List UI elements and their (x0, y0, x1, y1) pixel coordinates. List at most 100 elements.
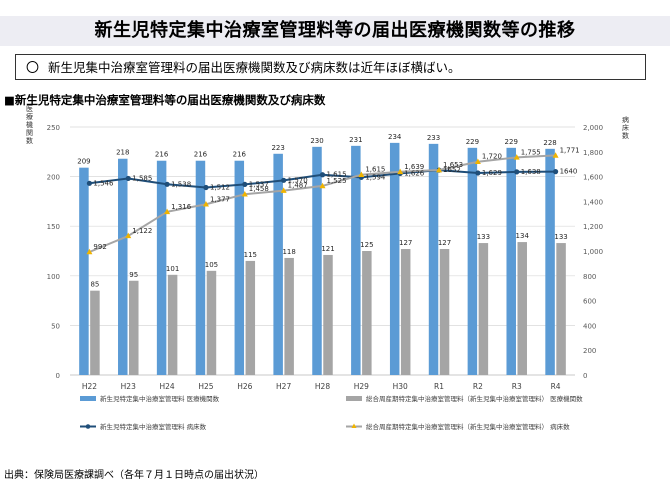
x-tick-label: R1 (434, 382, 444, 391)
bar (90, 290, 100, 375)
y2-tick-label: 2,000 (583, 124, 603, 132)
line-point (86, 248, 93, 255)
bar-value-label: 228 (543, 139, 556, 147)
line-value-label: 1,122 (132, 227, 152, 235)
axis-title-char: 床 (622, 123, 629, 132)
legend-label: 新生児特定集中治療室管理料 病床数 (100, 422, 207, 431)
bar-series (79, 142, 566, 375)
x-tick-label: H30 (393, 382, 408, 391)
bar (79, 167, 89, 375)
line-point (319, 172, 326, 178)
bar (245, 260, 256, 375)
bar (273, 153, 283, 375)
bar (428, 143, 439, 375)
axis-title-char: 機 (26, 120, 33, 129)
line-value-label: 1,512 (210, 184, 230, 192)
axis-title-char: 数 (622, 131, 629, 140)
bar (206, 270, 217, 375)
bar (129, 280, 139, 375)
x-tick-label: H27 (276, 382, 291, 391)
bar-value-label: 127 (438, 239, 451, 247)
gridlines (70, 126, 575, 376)
line-point (513, 154, 520, 160)
x-tick-label: H25 (198, 382, 213, 391)
y2-tick-label: 1,600 (583, 174, 603, 182)
line-value-label: 1,638 (521, 168, 541, 176)
bar (118, 158, 128, 375)
line-value-label: 1,538 (171, 180, 191, 188)
y-tick-label: 50 (51, 322, 60, 330)
line-point (125, 232, 132, 239)
line-point (552, 152, 559, 158)
line-value-label: 1,594 (365, 173, 386, 181)
line-value-label: 1640 (560, 168, 578, 176)
line-point (436, 166, 443, 173)
x-tick-label: H24 (160, 382, 175, 391)
line-value-label: 1,585 (132, 174, 152, 182)
line-value-label: 992 (93, 243, 106, 251)
line-value-label: 1,615 (327, 171, 347, 179)
line-value-label: 1,653 (443, 161, 463, 169)
y-tick-label: 150 (47, 223, 60, 231)
line-value-label: 1,720 (482, 153, 502, 161)
bar-value-label: 233 (427, 134, 440, 142)
y2-tick-label: 0 (583, 372, 587, 380)
bar-value-label: 121 (321, 245, 334, 253)
y2-tick-label: 1,200 (583, 223, 603, 231)
bar-value-label: 134 (516, 232, 530, 240)
y2-tick-label: 800 (583, 273, 596, 281)
line-value-label: 1,487 (288, 182, 308, 190)
bar-value-label: 218 (116, 149, 129, 157)
legend: 新生児特定集中治療室管理料 医療機関数 総合周産期特定集中治療室管理料（新生児集中… (80, 394, 583, 431)
legend-swatch (80, 396, 96, 401)
axis-title-char: 医 (26, 105, 33, 113)
y-tick-label: 100 (47, 273, 60, 281)
bar-value-label: 127 (399, 239, 412, 247)
line-point (280, 187, 287, 193)
bar-value-label: 234 (388, 133, 402, 141)
summary-marker: 〇 (26, 61, 40, 76)
y2-tick-label: 1,000 (583, 248, 603, 256)
line-value-label: 1,546 (93, 179, 114, 187)
axis-title-char: 関 (26, 129, 33, 137)
bar-value-label: 105 (205, 261, 218, 269)
line-point (202, 201, 209, 207)
bar (351, 145, 361, 375)
y2-tick-label: 200 (583, 347, 596, 355)
line-point (241, 191, 248, 197)
x-tick-label: H26 (237, 382, 252, 391)
bar-value-label: 216 (194, 151, 208, 159)
y2-tick-label: 600 (583, 298, 596, 306)
bar (323, 254, 333, 375)
bar (284, 257, 294, 375)
legend-marker (85, 424, 91, 429)
bar-value-label: 85 (90, 281, 99, 289)
y2-tick-label: 1,400 (583, 198, 603, 206)
bar-value-label: 229 (466, 138, 479, 146)
line-series (86, 152, 559, 255)
legend-label: 新生児特定集中治療室管理料 医療機関数 (100, 394, 220, 403)
bar-value-label: 216 (233, 151, 247, 159)
x-tick-label: H23 (121, 382, 136, 391)
line-value-label: 1,377 (210, 195, 230, 203)
y2-tick-label: 1,800 (583, 149, 603, 157)
x-tick-label: H29 (354, 382, 369, 391)
line-point (319, 182, 326, 189)
line-value-label: 1,639 (404, 163, 424, 171)
line-value-label: 1,629 (482, 169, 502, 177)
bar (167, 274, 178, 375)
line-point (164, 208, 171, 215)
bar-value-label: 133 (554, 233, 567, 241)
x-tick-label: R3 (512, 382, 522, 391)
chart-heading: ■新生児特定集中治療室管理料等の届出医療機関数及び病床数 (4, 93, 326, 107)
bar-value-label: 95 (129, 271, 138, 279)
legend-swatch (346, 396, 362, 401)
x-tick-label: R4 (551, 382, 561, 391)
y-axis-title: 医療機関数 (26, 105, 33, 145)
line-value-label: 1,615 (365, 166, 385, 174)
line-value-label: 1,316 (171, 203, 192, 211)
bar (156, 160, 167, 375)
bar (517, 242, 527, 375)
bar (195, 160, 206, 375)
summary-box: 〇新生児集中治療室管理料の届出医療機関数及び病床数は近年ほぼ横ばい。 (15, 54, 646, 80)
